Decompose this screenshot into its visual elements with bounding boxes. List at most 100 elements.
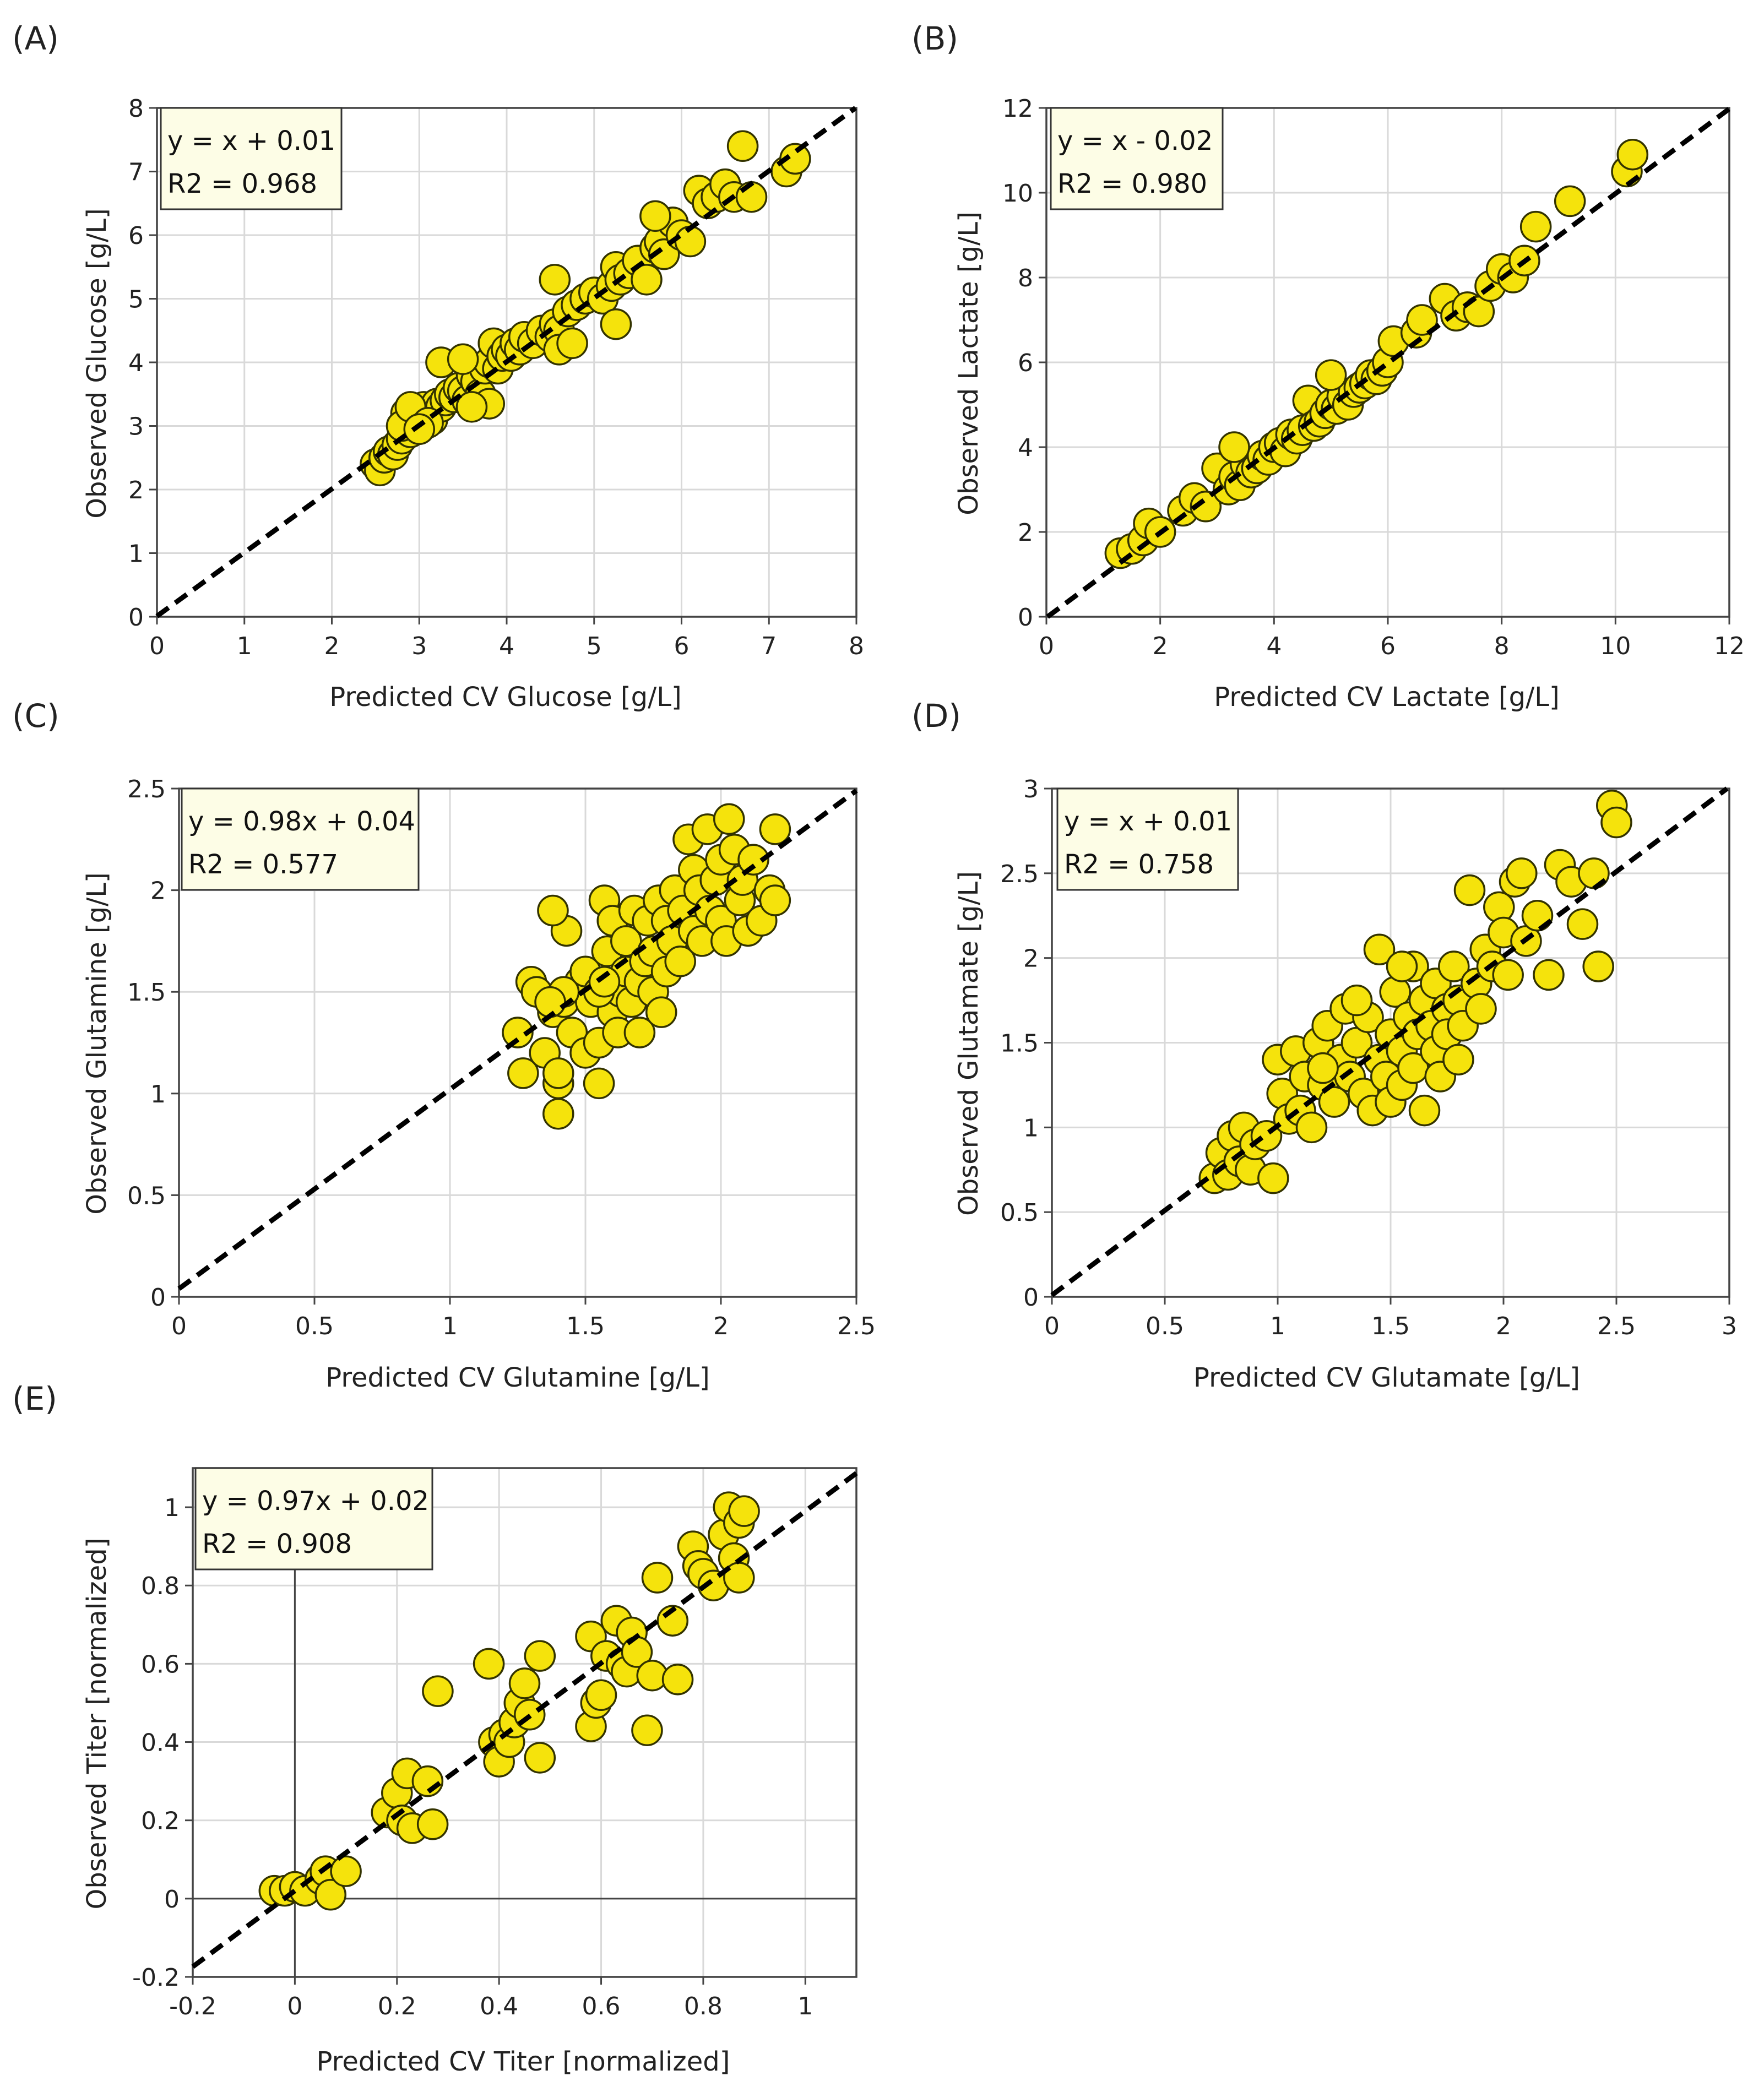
data-point — [641, 1562, 674, 1594]
r2-text: R2 = 0.980 — [1057, 169, 1207, 199]
y-axis-title: Observed Glutamine [g/L] — [82, 872, 112, 1215]
y-tick-label: 1 — [164, 1494, 180, 1522]
plot-frame — [192, 1467, 857, 1978]
data-point — [1600, 806, 1632, 839]
data-point — [416, 1808, 449, 1840]
data-point — [1616, 138, 1649, 171]
x-tick-label: 7 — [761, 632, 777, 660]
y-tick-label: 0 — [1018, 604, 1033, 632]
data-point — [1406, 304, 1438, 336]
regression-line — [155, 106, 857, 618]
y-axis-title: Observed Lactate [g/L] — [953, 211, 984, 515]
panel-b: (B) 0 2 4 6 8 10 12 0 2 4 6 8 10 12 y = x - 0.02 R2 =… — [911, 20, 1745, 713]
y-tick-label: 12 — [1002, 95, 1033, 123]
y-axis-title: Observed Titer [normalized] — [82, 1538, 112, 1910]
x-tick-label: 0 — [149, 632, 165, 660]
y-tick-label: 10 — [1002, 180, 1033, 208]
regression-line — [1050, 786, 1729, 1297]
x-tick-label: 12 — [1714, 632, 1745, 660]
data-point — [1318, 1086, 1350, 1118]
regression-line — [1046, 106, 1731, 619]
x-tick-label: 1 — [797, 1992, 813, 2020]
equation-box: y = x + 0.01 R2 = 0.968 — [160, 107, 343, 210]
data-point — [583, 1067, 615, 1100]
r2-text: R2 = 0.758 — [1064, 849, 1214, 880]
data-point — [1408, 1094, 1441, 1127]
data-point — [1315, 359, 1347, 391]
data-point — [1190, 491, 1222, 523]
equation-text: y = x + 0.01 — [1064, 806, 1232, 837]
x-tick-label: 0 — [287, 1992, 302, 2020]
data-point — [631, 1714, 663, 1746]
y-tick-label: 3 — [128, 413, 144, 441]
x-tick-label: 2.5 — [837, 1312, 876, 1340]
r2-text: R2 = 0.968 — [167, 169, 317, 199]
y-tick-label: 0.2 — [141, 1807, 180, 1835]
data-point — [534, 986, 566, 1018]
panel-label: (E) — [12, 1380, 57, 1417]
x-tick-label: 6 — [674, 632, 690, 660]
regression-line — [177, 789, 858, 1291]
x-tick-label: -0.2 — [169, 1992, 216, 2020]
data-point — [1295, 1111, 1328, 1144]
plot-frame — [178, 787, 857, 1298]
data-point — [585, 1679, 617, 1711]
y-tick-label: 2.5 — [1000, 860, 1039, 888]
x-tick-label: 2 — [713, 1312, 729, 1340]
x-tick-label: 1.5 — [566, 1312, 605, 1340]
data-point — [539, 264, 571, 296]
data-point — [728, 1495, 760, 1527]
x-tick-label: 2 — [1496, 1312, 1511, 1340]
data-point — [645, 996, 677, 1028]
y-axis-title: Observed Glucose [g/L] — [82, 208, 112, 519]
x-tick-label: 0 — [1039, 632, 1054, 660]
panel-c: (C) 0 0.5 1 1.5 2 2.5 0 0.5 1 1.5 2 2.5 y = 0.98x +… — [12, 697, 876, 1393]
x-tick-label: 3 — [411, 632, 427, 660]
y-tick-label: 3 — [1023, 775, 1039, 803]
data-point — [1554, 185, 1586, 218]
r2-text: R2 = 0.577 — [188, 849, 338, 880]
y-tick-label: 0 — [1023, 1284, 1039, 1312]
data-point — [330, 1855, 362, 1887]
y-tick-label: 2 — [1023, 945, 1039, 973]
x-axis-title: Predicted CV Glucose [g/L] — [329, 682, 682, 713]
data-point — [473, 1648, 505, 1680]
x-tick-label: 3 — [1722, 1312, 1737, 1340]
y-tick-label: 1 — [150, 1080, 166, 1109]
data-point — [1442, 1044, 1474, 1076]
r2-text: R2 = 0.908 — [202, 1529, 352, 1560]
y-tick-label: 0 — [150, 1284, 166, 1312]
y-tick-label: 1 — [1023, 1114, 1039, 1142]
y-tick-label: 5 — [128, 286, 144, 314]
y-tick-label: 0.6 — [141, 1650, 180, 1678]
x-tick-label: 0.5 — [295, 1312, 334, 1340]
y-tick-label: 1.5 — [1000, 1030, 1039, 1058]
data-point — [661, 1664, 694, 1696]
data-point — [1340, 984, 1373, 1017]
data-point — [542, 1097, 574, 1130]
data-point — [1453, 874, 1486, 906]
y-tick-label: 7 — [128, 159, 144, 187]
data-point — [639, 200, 671, 232]
x-tick-label: 0.8 — [684, 1992, 723, 2020]
x-tick-label: 5 — [587, 632, 602, 660]
data-point — [1218, 431, 1250, 463]
data-point — [726, 130, 759, 162]
y-tick-label: 0.5 — [1000, 1199, 1039, 1227]
x-tick-label: 0.2 — [378, 1992, 416, 2020]
x-tick-label: 0 — [1044, 1312, 1060, 1340]
data-point — [713, 803, 745, 835]
data-point — [779, 143, 811, 175]
panel-label: (C) — [12, 697, 59, 735]
x-tick-label: 0 — [171, 1312, 187, 1340]
data-point — [623, 1017, 656, 1048]
data-point — [1582, 950, 1614, 982]
x-tick-label: 4 — [1266, 632, 1282, 660]
data-point — [507, 1057, 539, 1089]
data-point — [508, 1667, 541, 1699]
x-tick-label: 1 — [442, 1312, 458, 1340]
data-point — [1492, 959, 1524, 991]
x-tick-label: 8 — [849, 632, 864, 660]
x-tick-label: 1.5 — [1371, 1312, 1410, 1340]
